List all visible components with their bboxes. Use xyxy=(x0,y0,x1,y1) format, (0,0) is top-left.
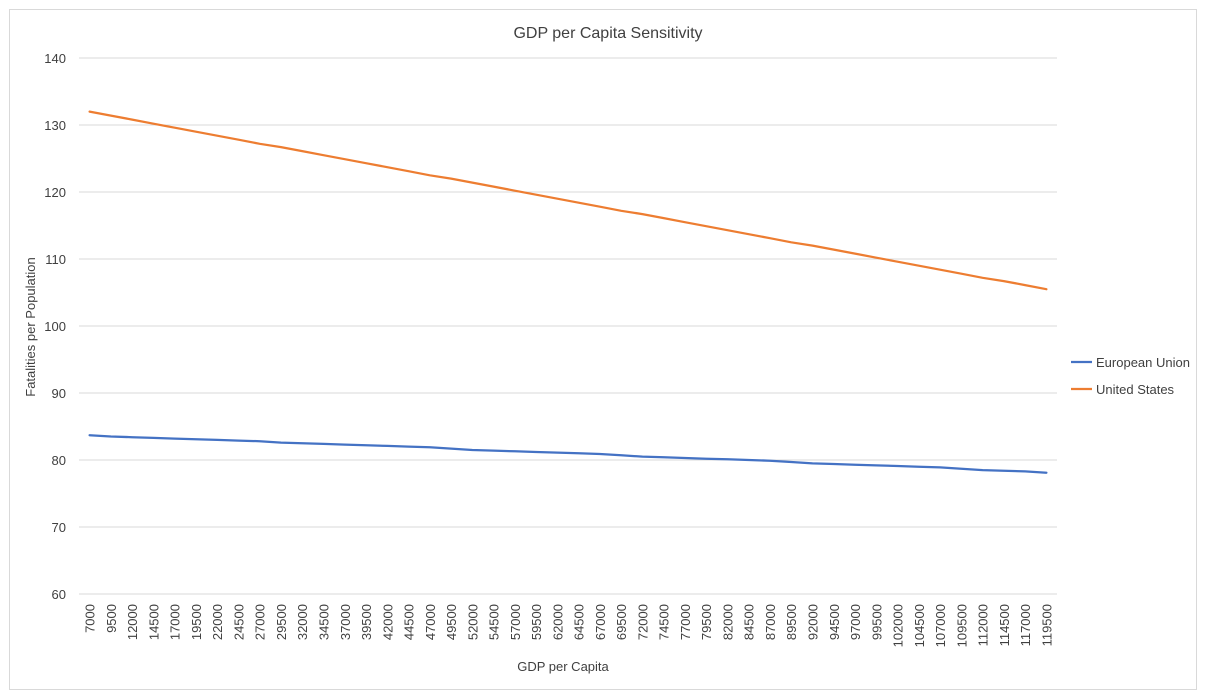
x-axis-ticks: 7000 9500 12000 14500 17000 19500 22000 24500 27… xyxy=(83,604,1055,647)
x-tick-label: 77000 xyxy=(678,604,693,640)
x-tick-label: 117000 xyxy=(1018,604,1033,646)
x-tick-label: 72000 xyxy=(635,604,650,640)
x-tick-label: 17000 xyxy=(168,604,183,640)
x-tick-label: 54500 xyxy=(487,604,502,640)
y-tick-label: 80 xyxy=(52,453,66,468)
x-tick-label: 12000 xyxy=(125,604,140,640)
chart-title: GDP per Capita Sensitivity xyxy=(513,25,702,42)
y-tick-label: 60 xyxy=(52,587,66,602)
x-tick-label: 64500 xyxy=(572,604,587,640)
legend-label: European Union xyxy=(1096,355,1190,370)
y-tick-label: 100 xyxy=(44,319,66,334)
x-tick-label: 39500 xyxy=(359,604,374,640)
y-tick-label: 110 xyxy=(45,252,66,267)
x-tick-label: 34500 xyxy=(317,604,332,640)
x-tick-label: 32000 xyxy=(295,604,310,640)
legend: European Union United States xyxy=(1071,355,1190,397)
x-tick-label: 74500 xyxy=(657,604,672,640)
x-tick-label: 49500 xyxy=(444,604,459,640)
x-tick-label: 59500 xyxy=(529,604,544,640)
legend-label: United States xyxy=(1096,382,1175,397)
x-tick-label: 9500 xyxy=(104,604,119,633)
series-line-european-union xyxy=(88,434,1048,474)
x-tick-label: 67000 xyxy=(593,604,608,640)
x-tick-label: 14500 xyxy=(146,604,161,640)
y-axis-ticks: 60 70 80 90 100 110 120 130 140 xyxy=(44,51,66,602)
x-tick-label: 62000 xyxy=(550,604,565,640)
chart-area xyxy=(9,9,1197,690)
x-tick-label: 89500 xyxy=(784,604,799,640)
x-tick-label: 69500 xyxy=(614,604,629,640)
x-tick-label: 52000 xyxy=(465,604,480,640)
x-tick-label: 112000 xyxy=(976,604,991,646)
x-tick-label: 84500 xyxy=(742,604,757,640)
x-tick-label: 42000 xyxy=(380,604,395,640)
x-tick-label: 24500 xyxy=(231,604,246,640)
x-tick-label: 82000 xyxy=(720,604,735,640)
gridlines xyxy=(79,57,1057,595)
x-tick-label: 44500 xyxy=(402,604,417,640)
x-tick-label: 7000 xyxy=(83,604,98,633)
x-tick-label: 37000 xyxy=(338,604,353,640)
x-tick-label: 109500 xyxy=(954,604,969,647)
x-tick-label: 92000 xyxy=(806,604,821,640)
x-tick-label: 119500 xyxy=(1039,604,1054,646)
x-tick-label: 29500 xyxy=(274,604,289,640)
x-tick-label: 107000 xyxy=(933,604,948,647)
x-tick-label: 57000 xyxy=(508,604,523,640)
y-axis-title: Fatalities per Population xyxy=(23,257,38,396)
series-line-united-states xyxy=(88,110,1048,291)
x-tick-label: 94500 xyxy=(827,604,842,640)
x-tick-label: 79500 xyxy=(699,604,714,640)
series-lines xyxy=(88,110,1048,474)
y-tick-label: 130 xyxy=(44,118,66,133)
x-tick-label: 27000 xyxy=(253,604,268,640)
x-tick-label: 22000 xyxy=(210,604,225,640)
x-tick-label: 104500 xyxy=(912,604,927,647)
y-tick-label: 120 xyxy=(44,185,66,200)
y-tick-label: 90 xyxy=(52,386,66,401)
x-tick-label: 102000 xyxy=(891,604,906,647)
x-tick-label: 99500 xyxy=(869,604,884,640)
y-tick-label: 70 xyxy=(52,520,66,535)
x-tick-label: 19500 xyxy=(189,604,204,640)
x-tick-label: 97000 xyxy=(848,604,863,640)
x-axis-title: GDP per Capita xyxy=(517,659,609,674)
x-tick-label: 47000 xyxy=(423,604,438,640)
y-tick-label: 140 xyxy=(44,51,66,66)
x-tick-label: 87000 xyxy=(763,604,778,640)
x-tick-label: 114500 xyxy=(997,604,1012,646)
